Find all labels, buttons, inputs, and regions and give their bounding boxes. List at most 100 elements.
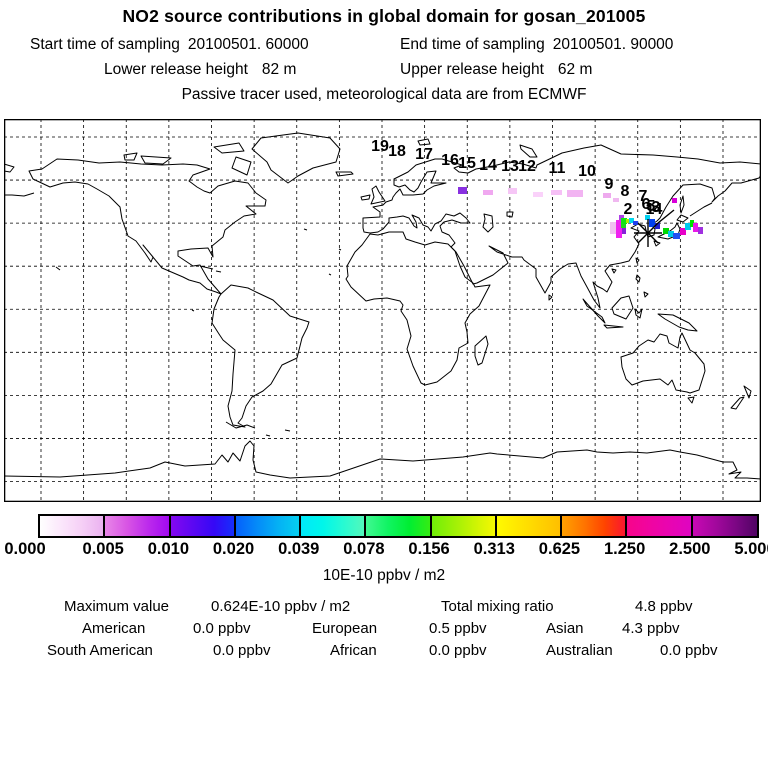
plume-cell [458, 187, 467, 194]
region-australian-label: Australian [546, 642, 613, 659]
plume-cell [508, 188, 517, 194]
plume-cell [483, 190, 493, 195]
receptor-star-marker [634, 209, 675, 247]
lower-release-height: Lower release height 82 m [104, 61, 296, 79]
plume-cell [533, 192, 543, 197]
trajectory-number-7: 7 [639, 188, 648, 205]
sampling-end-value: 20100501. 90000 [552, 36, 674, 53]
colorbar-tick: 0.156 [408, 540, 450, 558]
total-mixing-ratio-label: Total mixing ratio [441, 598, 554, 615]
region-american-value: 0.0 ppbv [193, 620, 251, 637]
colorbar-tick: 2.500 [669, 540, 711, 558]
colorbar-segment [40, 516, 105, 536]
coastlines [3, 132, 762, 480]
plume-cell [673, 233, 680, 239]
trajectory-number-6: 6 [642, 196, 651, 213]
colorbar-segment [625, 516, 692, 536]
colorbar-tick: 0.010 [147, 540, 190, 558]
region-european-label: European [312, 620, 378, 637]
colorbar-segment [429, 516, 496, 536]
plume-cell [645, 215, 650, 220]
plume-cell [663, 228, 669, 234]
sampling-start: Start time of sampling 20100501. 60000 [30, 36, 309, 54]
receptor-star-ray [637, 222, 659, 244]
trajectory-number-1: 1 [646, 201, 655, 218]
region-african-label: African [330, 642, 377, 659]
plume-cell [672, 198, 677, 203]
plume-cell [551, 190, 562, 195]
upper-release-height: Upper release height 62 m [400, 61, 592, 79]
trajectory-number-8: 8 [621, 183, 630, 200]
plume-cell [616, 220, 621, 229]
region-south-american-value: 0.0 ppbv [213, 642, 271, 659]
colorbar-tick: 0.020 [212, 540, 255, 558]
plume-cell [655, 223, 660, 229]
colorbar-segment [299, 516, 366, 536]
trajectory-number-2: 2 [624, 201, 633, 218]
sampling-start-label: Start time of sampling [30, 36, 180, 53]
trajectory-number-15: 15 [458, 155, 476, 172]
trajectory-number-3: 3 [652, 199, 661, 216]
trajectory-number-17: 17 [415, 146, 433, 163]
plume-cell [621, 218, 627, 224]
colorbar-segment [168, 516, 235, 536]
colorbar-tick: 5.000 [734, 540, 768, 558]
colorbar-segment [690, 516, 757, 536]
colorbar-tick: 0.313 [473, 540, 515, 558]
region-south-american-label: South American [47, 642, 153, 659]
trajectory-number-18: 18 [388, 143, 406, 160]
plume-cell [621, 224, 626, 229]
trajectory-number-13: 13 [501, 158, 519, 175]
trajectory-number-9: 9 [605, 176, 614, 193]
world-map-panel: 19 18 17 16 15 14 13 12 11 10 9 8 7 6 5 4 3 2 1 [3, 118, 762, 503]
colorbar-tick: 0.000 [4, 540, 46, 558]
plume-cell [629, 218, 634, 223]
page-title: NO2 source contributions in global domai… [122, 6, 646, 26]
colorbar-segment [233, 516, 301, 536]
trajectory-number-12: 12 [518, 158, 536, 175]
region-australian-value: 0.0 ppbv [660, 642, 718, 659]
trajectory-number-5: 5 [647, 198, 656, 215]
colorbar-units: 10E-10 ppbv / m2 [322, 567, 446, 584]
receptor-star-ray [657, 209, 675, 224]
plume-cell [680, 228, 686, 235]
region-american-label: American [82, 620, 146, 637]
upper-release-label: Upper release height [400, 61, 544, 78]
tracer-note: Passive tracer used, meteorological data… [181, 86, 587, 103]
region-african-value: 0.0 ppbv [429, 642, 487, 659]
upper-release-value: 62 m [557, 61, 593, 78]
plume-cell [693, 223, 698, 232]
plume-cell [616, 228, 622, 238]
plume-cell [603, 193, 611, 198]
colorbar-tick: 1.250 [603, 540, 646, 558]
sampling-end: End time of sampling 20100501. 90000 [400, 36, 673, 54]
plume-cell [649, 219, 655, 227]
region-asian-label: Asian [546, 620, 584, 637]
map-frame [3, 118, 762, 503]
region-european-value: 0.5 ppbv [429, 620, 487, 637]
concentration-plume [458, 187, 703, 239]
plume-cell [610, 222, 617, 234]
plume-cell [690, 220, 694, 227]
trajectory-number-16: 16 [441, 152, 459, 169]
trajectory-number-10: 10 [578, 163, 596, 180]
plume-cell [668, 231, 674, 237]
plume-cell [633, 221, 638, 225]
maximum-value: 0.624E-10 ppbv / m2 [211, 598, 351, 615]
maximum-value-label: Maximum value [64, 598, 170, 615]
colorbar-tick: 0.625 [538, 540, 581, 558]
trajectory-number-19: 19 [371, 138, 389, 155]
plume-cell [622, 228, 626, 234]
plume-cell [685, 223, 691, 230]
trajectory-number-14: 14 [479, 157, 497, 174]
trajectory-number-11: 11 [549, 160, 566, 177]
plume-cell [567, 190, 583, 197]
plume-cell [619, 215, 624, 220]
colorbar [38, 514, 759, 538]
colorbar-segment [364, 516, 431, 536]
colorbar-segment [494, 516, 562, 536]
sampling-end-label: End time of sampling [400, 36, 545, 53]
total-mixing-ratio-value: 4.8 ppbv [635, 598, 693, 615]
